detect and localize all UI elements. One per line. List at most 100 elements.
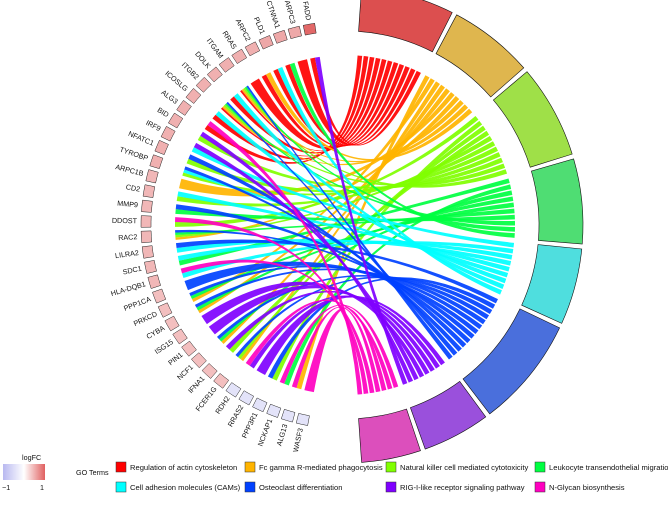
gene-arc-pld1 (258, 35, 274, 50)
gene-label-cyba: CYBA (145, 323, 167, 341)
gene-arc-sdc1 (144, 260, 157, 274)
legend-swatch-5 (244, 481, 256, 493)
gene-label-alg13: ALG13 (274, 423, 289, 447)
term-arc-4 (521, 244, 583, 324)
gene-arc-rdh2 (225, 382, 242, 398)
logfc-legend: logFC −1 1 (2, 453, 45, 492)
gene-label-bid: BID (156, 105, 171, 119)
gene-arc-lilra2 (141, 245, 154, 259)
ribbon-itgam-5 (246, 85, 453, 360)
gene-arc-wasf3 (295, 413, 310, 426)
ribbon-itgam-1 (241, 88, 469, 163)
gene-arc-arpc1b (145, 169, 159, 184)
gene-label-alg3: ALG3 (160, 88, 180, 106)
legend-swatch-1 (244, 461, 256, 473)
gene-label-ifna1: IFNA1 (186, 374, 206, 395)
ribbon-mmp9-3 (175, 209, 515, 222)
gene-arc-hla-dqb1 (147, 274, 161, 289)
term-arc-0 (358, 0, 453, 53)
gene-label-isg15: ISG15 (153, 337, 175, 356)
gene-label-rras: RRAS (221, 29, 239, 51)
gene-label-fadd: FADD (301, 1, 313, 21)
gene-label-itgb2: ITGB2 (180, 60, 201, 81)
gene-arc-dolk (206, 66, 223, 83)
logfc-legend-title: logFC (22, 453, 41, 462)
legend-label-3: Leukocyte transendothelial migration (549, 463, 668, 472)
ribbon-rac2-5 (175, 229, 475, 339)
legend-label-6: RIG-I-like receptor signaling pathway (400, 483, 525, 492)
legend-swatch-4 (115, 481, 127, 493)
gene-arc-nckap1 (266, 403, 282, 418)
ribbon-arpc3-0 (297, 59, 416, 146)
ribbon-isg15-6 (201, 281, 425, 378)
ribbon-itgam-2 (243, 87, 508, 188)
legend-swatch-3 (534, 461, 546, 473)
gene-label-itgam: ITGAM (205, 36, 226, 60)
ribbon-itgb2-5 (226, 101, 458, 356)
legend-label-5: Osteoclast differentiation (259, 483, 342, 492)
gene-arc-ctnna1 (272, 29, 288, 44)
ribbon-tyrobp-4 (183, 169, 509, 278)
term-arc-7 (358, 408, 421, 463)
legend-label-0: Regulation of actin cytoskeleton (130, 463, 237, 472)
ribbon-nckap1-7 (279, 304, 399, 388)
legend-swatch-2 (385, 461, 397, 473)
gene-label-rdh2: RDH2 (213, 394, 231, 415)
go-terms-legend-title: GO Terms (76, 468, 109, 477)
gene-arc-nfatc1 (154, 139, 169, 156)
term-arc-5 (462, 308, 561, 415)
go-terms-legend-items: Regulation of actin cytoskeleton Fc gamma… (115, 461, 668, 493)
gene-arc-tyrobp (149, 154, 164, 170)
gene-label-ddost: DDOST (112, 216, 138, 225)
gene-arc-icoslg (185, 88, 202, 104)
legend-swatch-6 (385, 481, 397, 493)
gene-label-pin1: PIN1 (166, 350, 184, 367)
ribbon-cd2-4 (177, 191, 510, 272)
legend-swatch-7 (534, 481, 546, 493)
ribbon-cd2-2 (176, 141, 496, 207)
ribbon-alg13-1 (296, 75, 430, 390)
gene-label-mmp9: MMP9 (117, 198, 139, 209)
gene-label-ppp3r1: PPP3R1 (240, 411, 260, 440)
gene-arc-cd2 (142, 184, 156, 198)
term-arc-3 (530, 158, 584, 245)
gene-label-nckap1: NCKAP1 (256, 417, 275, 447)
gene-label-arpc1b: ARPC1B (114, 162, 144, 178)
gene-arc-fcer1g (213, 373, 230, 389)
ribbon-ifna1-6 (225, 290, 435, 372)
gene-label-prkcd: PRKCD (132, 309, 159, 328)
gene-arc-cyba (164, 315, 180, 332)
gene-label-ncf1: NCF1 (175, 363, 195, 382)
ribbon-rdh2-6 (249, 295, 440, 369)
gene-label-nfatc1: NFATC1 (127, 129, 155, 148)
gene-arc-ifna1 (201, 363, 218, 379)
ribbon-sdc1-3 (178, 178, 510, 266)
term-arc-1 (435, 14, 525, 98)
gene-arc-rras2 (238, 390, 255, 406)
gene-label-rras2: RRAS2 (226, 403, 246, 428)
gene-arc-mmp9 (141, 199, 153, 213)
gene-label-wasf3: WASF3 (291, 427, 305, 453)
gene-arc-irf9 (160, 126, 176, 142)
legend: logFC −1 1 GO Terms Regulation of actin … (2, 453, 668, 493)
ribbon-rras-0 (250, 60, 393, 150)
ribbon-sdc1-4 (177, 240, 513, 261)
gene-label-arpc2: ARPC2 (234, 17, 253, 42)
legend-label-2: Natural killer cell mediated cytotoxicit… (400, 463, 528, 472)
logfc-min-label: −1 (2, 483, 10, 492)
gene-label-tyrobp: TYROBP (118, 145, 149, 163)
gene-label-sdc1: SDC1 (122, 264, 143, 277)
gene-arc-rras (231, 48, 248, 64)
gene-label-pld1: PLD1 (252, 15, 267, 35)
ribbon-nfatc1-2 (186, 152, 501, 193)
gene-arc-ppp3r1 (252, 397, 268, 413)
ribbon-layer (175, 55, 516, 395)
gene-arc-ppp1ca (152, 288, 167, 304)
gene-arc-rac2 (140, 230, 153, 244)
ribbon-fadd-6 (314, 56, 408, 385)
gene-arc-itgb2 (195, 76, 212, 93)
legend-label-1: Fc gamma R-mediated phagocytosis (259, 463, 383, 472)
gene-label-layer: FADDARPC3CTNNA1PLD1ARPC2RRASITGAMDOLKITG… (110, 0, 314, 453)
ribbon-ctnna1-0 (285, 64, 410, 146)
